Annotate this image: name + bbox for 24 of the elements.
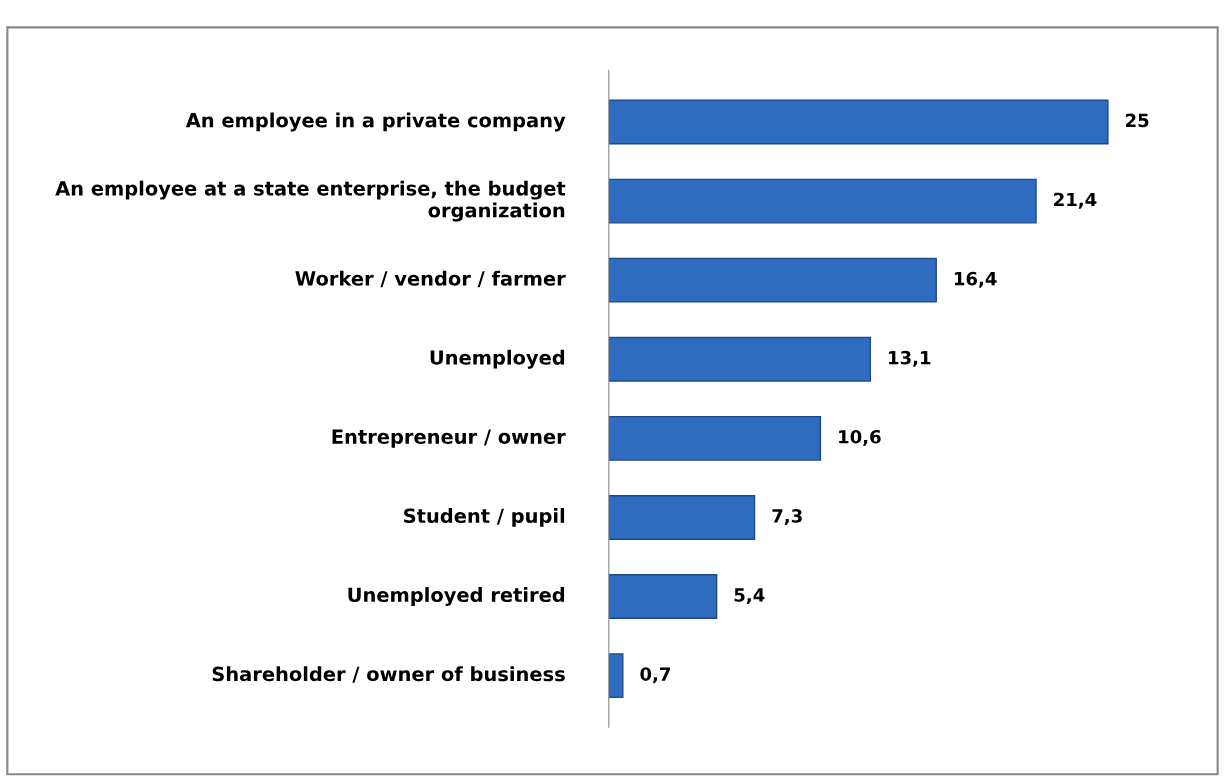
y-tick-label: Shareholder / owner of business (212, 666, 565, 683)
data-label: 7,3 (772, 509, 802, 526)
bar (608, 653, 624, 699)
bar (608, 178, 1037, 224)
y-tick-label: Unemployed (430, 349, 565, 369)
y-tick-label: Worker / vendor / farmer (295, 270, 566, 288)
y-tick-label: An employee in a private company (185, 112, 566, 132)
data-label: 13,1 (889, 350, 931, 367)
bar (608, 257, 937, 303)
bar (608, 415, 822, 461)
y-tick-label: Student / pupil (404, 508, 565, 527)
y-tick-label: Entrepreneur / owner (332, 429, 566, 448)
data-label: 10,6 (839, 429, 881, 446)
data-label: 16,4 (954, 271, 997, 288)
bar (608, 336, 872, 382)
data-label: 0,7 (640, 667, 671, 684)
data-label: 25 (1125, 113, 1149, 128)
bar (608, 99, 1109, 145)
bar (608, 495, 756, 540)
data-label: 5,4 (734, 588, 765, 605)
data-label: 21,4 (1054, 192, 1097, 209)
y-tick-label: An employee at a state enterprise, the budget organization (55, 180, 566, 222)
bar (608, 574, 718, 620)
y-tick-label: Unemployed retired (348, 587, 565, 607)
